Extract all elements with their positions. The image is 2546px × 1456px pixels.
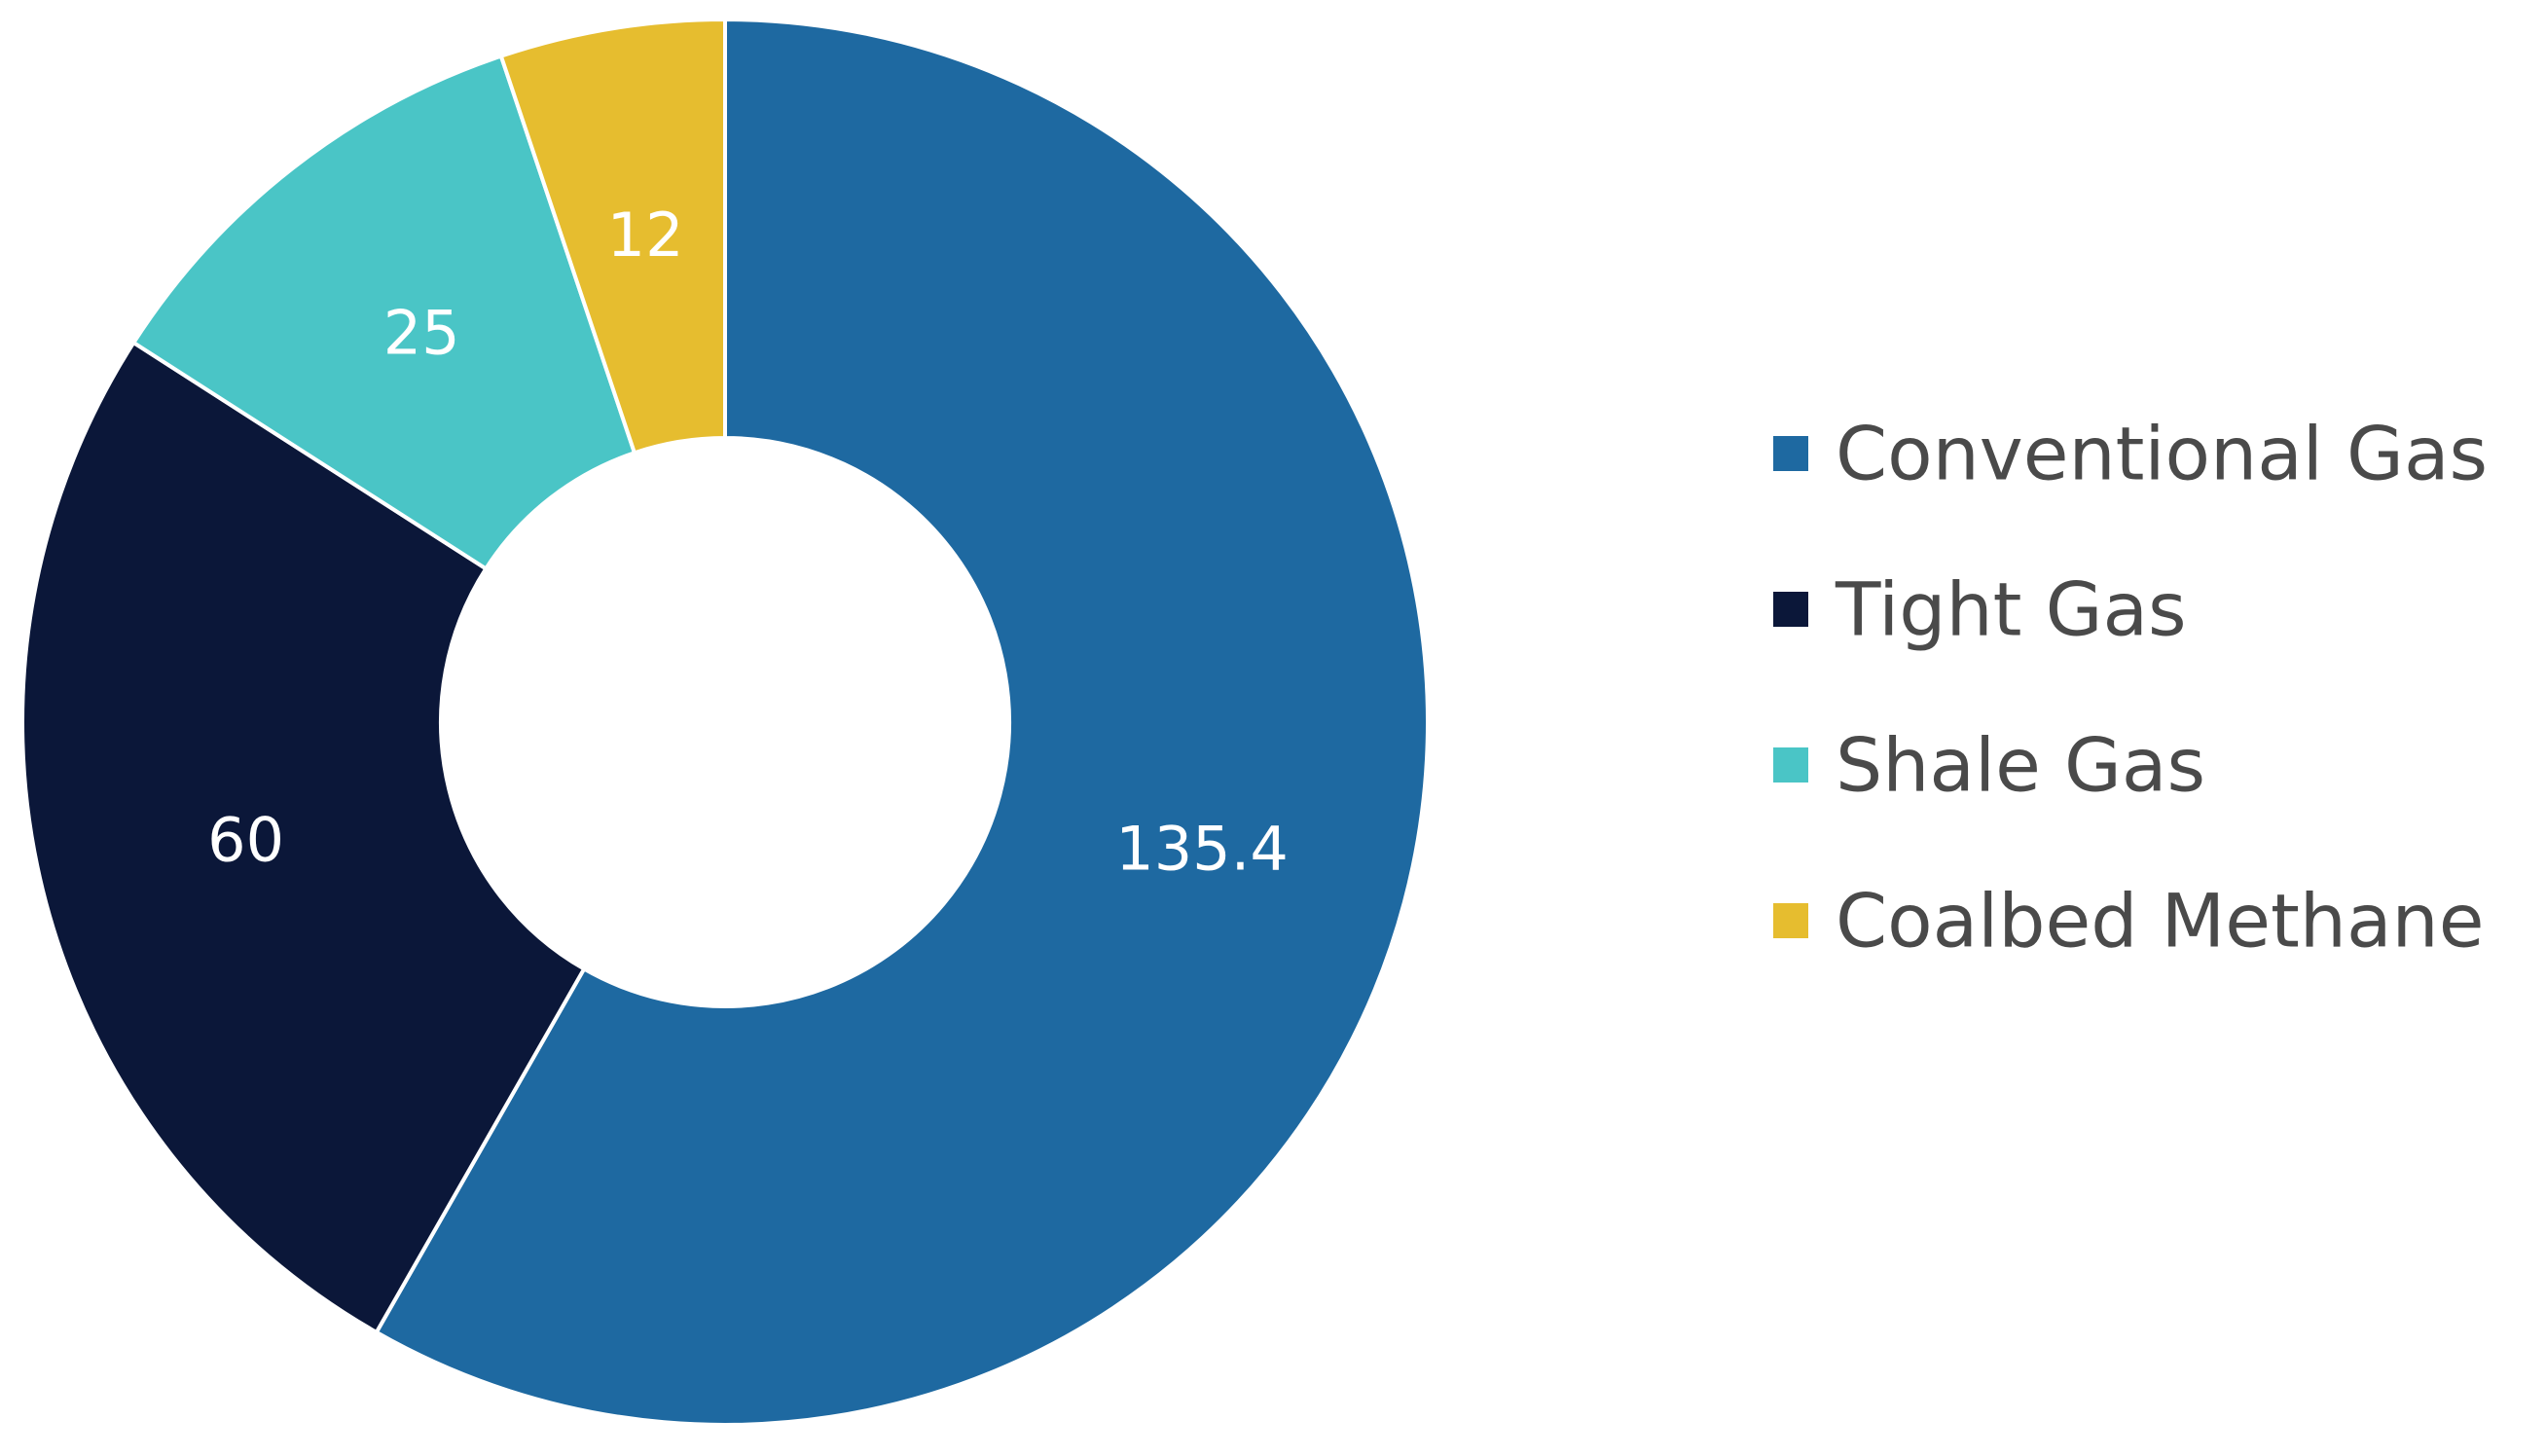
legend-swatch-shale-gas: [1773, 747, 1808, 783]
chart-value-labels: 135.4 60 25 12: [207, 200, 1289, 884]
chart-slices: [20, 18, 1430, 1427]
legend-label-coalbed-methane: Coalbed Methane: [1836, 878, 2484, 965]
legend-item-coalbed-methane: Coalbed Methane: [1773, 878, 2484, 965]
legend-swatch-tight-gas: [1773, 592, 1808, 627]
data-label-coalbed-methane: 12: [607, 200, 684, 271]
slice-coalbed-methane: [498, 18, 727, 455]
data-label-conventional-gas: 135.4: [1115, 814, 1289, 885]
legend-item-shale-gas: Shale Gas: [1773, 722, 2205, 809]
legend-label-conventional-gas: Conventional Gas: [1836, 411, 2488, 497]
legend-label-shale-gas: Shale Gas: [1836, 722, 2205, 809]
slice-conventional-gas: [374, 18, 1430, 1427]
data-label-shale-gas: 25: [383, 298, 460, 369]
slice-tight-gas: [20, 341, 587, 1334]
data-label-tight-gas: 60: [207, 804, 284, 875]
legend-label-tight-gas: Tight Gas: [1835, 566, 2187, 653]
legend-item-tight-gas: Tight Gas: [1773, 566, 2187, 653]
legend-swatch-conventional-gas: [1773, 436, 1808, 471]
slice-shale-gas: [131, 54, 636, 571]
chart-legend: Conventional Gas Tight Gas Shale Gas Coalbe…: [1773, 411, 2488, 965]
legend-item-conventional-gas: Conventional Gas: [1773, 411, 2488, 497]
legend-swatch-coalbed-methane: [1773, 903, 1808, 938]
